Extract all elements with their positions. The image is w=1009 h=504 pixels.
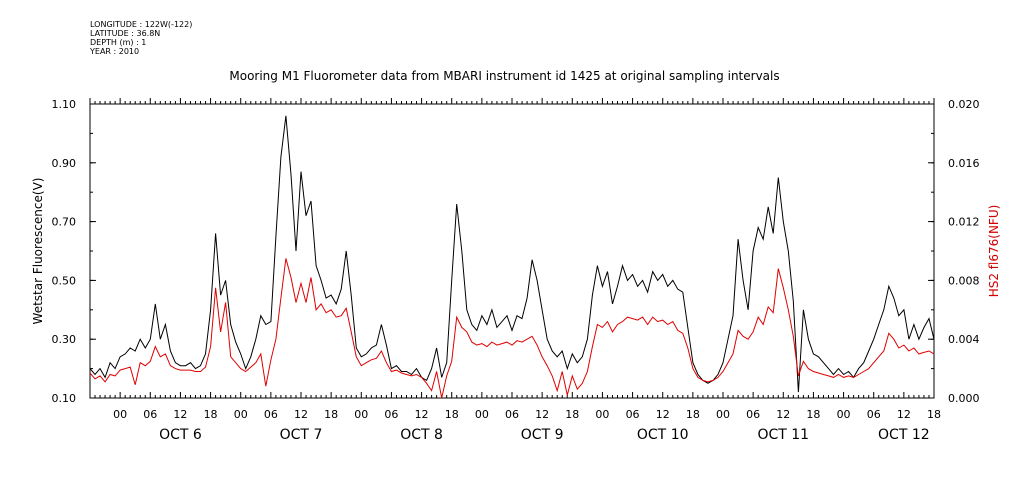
y-right-label: 0.004	[948, 333, 980, 346]
y-right-label: 0.000	[948, 392, 980, 405]
x-hour-label: 12	[776, 408, 790, 421]
x-hour-label: 00	[716, 408, 730, 421]
y-left-label: 0.10	[52, 392, 77, 405]
x-day-label: OCT 11	[757, 427, 809, 443]
x-hour-label: 12	[535, 408, 549, 421]
x-hour-label: 06	[384, 408, 398, 421]
chart-title: Mooring M1 Fluorometer data from MBARI i…	[229, 69, 780, 83]
y-left-label: 0.70	[52, 216, 77, 229]
meta-latitude: LATITUDE : 36.8N	[90, 29, 161, 38]
x-hour-label: 12	[656, 408, 670, 421]
y-axis-right-label: HS2 fl676(NFU)	[987, 205, 1001, 298]
x-day-label: OCT 8	[400, 427, 443, 443]
x-hour-label: 00	[837, 408, 851, 421]
x-hour-label: 18	[686, 408, 700, 421]
x-hour-label: 18	[927, 408, 941, 421]
y-left-label: 0.90	[52, 157, 77, 170]
x-hour-label: 12	[897, 408, 911, 421]
y-right-label: 0.008	[948, 274, 980, 287]
x-day-label: OCT 7	[280, 427, 323, 443]
y-left-label: 0.30	[52, 333, 77, 346]
x-day-label: OCT 10	[637, 427, 689, 443]
x-hour-label: 18	[324, 408, 338, 421]
x-hour-label: 00	[595, 408, 609, 421]
data-series	[89, 115, 935, 399]
meta-year: YEAR : 2010	[90, 47, 140, 56]
meta-depth: DEPTH (m) : 1	[90, 38, 147, 47]
y-left-label: 1.10	[52, 98, 77, 111]
x-hour-label: 06	[867, 408, 881, 421]
x-hour-label: 12	[415, 408, 429, 421]
x-hour-label: 00	[234, 408, 248, 421]
x-hour-label: 06	[143, 408, 157, 421]
x-hour-label: 12	[173, 408, 187, 421]
x-hour-label: 12	[294, 408, 308, 421]
x-hour-label: 18	[204, 408, 218, 421]
x-day-label: OCT 6	[159, 427, 202, 443]
x-hour-label: 00	[113, 408, 127, 421]
y-right-label: 0.020	[948, 98, 980, 111]
y-axis-left-label: Wetstar Fluorescence(V)	[31, 178, 45, 325]
x-day-label: OCT 12	[878, 427, 930, 443]
y-right-label: 0.016	[948, 157, 980, 170]
series-line-hs2	[89, 258, 935, 399]
series-line-wetstar	[89, 115, 935, 393]
x-hour-label: 18	[445, 408, 459, 421]
x-hour-label: 00	[354, 408, 368, 421]
metadata-block: LONGITUDE : 122W(-122) LATITUDE : 36.8N …	[90, 20, 192, 56]
axis-ticks	[89, 98, 935, 399]
x-hour-label: 00	[475, 408, 489, 421]
x-hour-label: 18	[565, 408, 579, 421]
meta-longitude: LONGITUDE : 122W(-122)	[90, 20, 193, 29]
y-left-label: 0.50	[52, 274, 77, 287]
x-hour-label: 06	[505, 408, 519, 421]
x-day-label: OCT 9	[521, 427, 564, 443]
x-hour-label: 18	[806, 408, 820, 421]
y-right-label: 0.012	[948, 216, 980, 229]
axis-tick-labels: 00 06 12 18 00 06 12 18 00 06 12 18 00 06 12 18 00 06 12 18…	[52, 98, 980, 443]
x-hour-label: 06	[746, 408, 760, 421]
x-hour-label: 06	[626, 408, 640, 421]
x-hour-label: 06	[264, 408, 278, 421]
